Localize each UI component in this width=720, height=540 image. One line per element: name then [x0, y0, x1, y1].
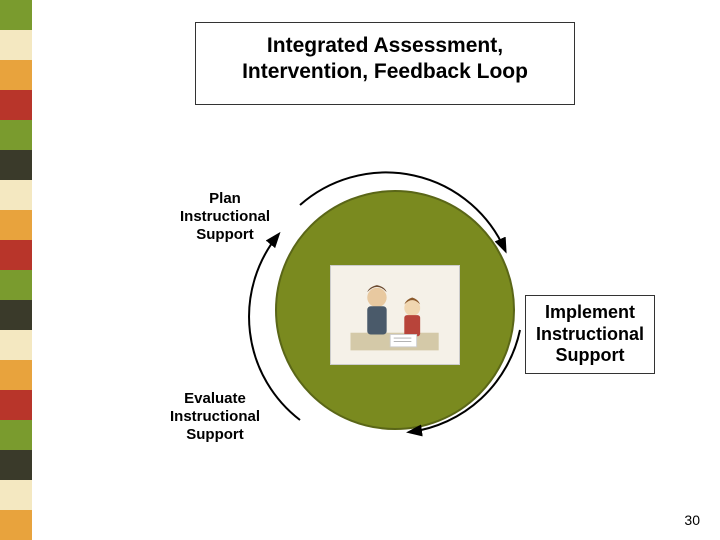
- implement-line2: Instructional: [536, 324, 644, 344]
- node-implement: Implement Instructional Support: [525, 295, 655, 374]
- node-evaluate: Evaluate Instructional Support: [170, 390, 260, 444]
- evaluate-line1: Evaluate: [184, 390, 246, 407]
- plan-line2: Instructional: [180, 208, 270, 225]
- evaluate-line3: Support: [186, 426, 244, 443]
- plan-line3: Support: [196, 226, 254, 243]
- plan-line1: Plan: [209, 190, 241, 207]
- evaluate-line2: Instructional: [170, 408, 260, 425]
- teacher-student-icon: [337, 271, 452, 359]
- implement-line3: Support: [556, 345, 625, 365]
- teacher-student-image: [330, 265, 460, 365]
- node-plan: Plan Instructional Support: [180, 190, 270, 244]
- page-number: 30: [684, 512, 700, 528]
- implement-line1: Implement: [545, 302, 635, 322]
